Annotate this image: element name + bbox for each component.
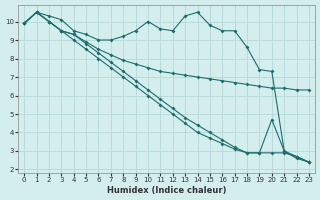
X-axis label: Humidex (Indice chaleur): Humidex (Indice chaleur) (107, 186, 226, 195)
